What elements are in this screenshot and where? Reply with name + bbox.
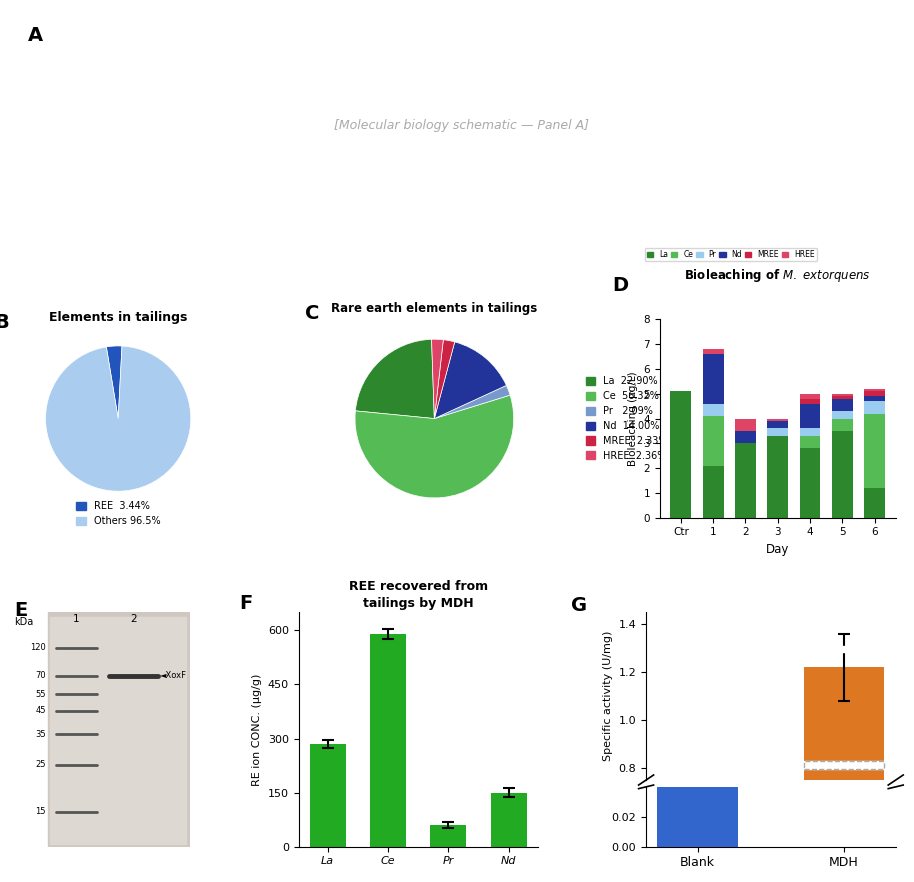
Text: F: F [239, 594, 252, 613]
Bar [767, 436, 788, 518]
Bar [370, 634, 406, 847]
Legend: La  22.90%, Ce  56.32%, Pr   2.09%, Nd  14.00%, MREE  2.33%, HREE  2.36%: La 22.90%, Ce 56.32%, Pr 2.09%, Nd 14.00… [581, 372, 672, 465]
Bar [767, 421, 788, 429]
Bar [491, 793, 526, 847]
X-axis label: Day: Day [766, 543, 790, 556]
Bar [803, 761, 885, 769]
Bar [803, 647, 885, 653]
Text: G: G [571, 595, 588, 615]
Wedge shape [46, 346, 191, 491]
Text: B: B [0, 313, 9, 333]
Bar [703, 349, 724, 354]
Text: A: A [27, 26, 43, 46]
Bar [832, 393, 853, 396]
Bar [49, 617, 186, 844]
Wedge shape [355, 395, 514, 497]
Bar [671, 392, 691, 518]
Y-axis label: Specific activity (U/mg): Specific activity (U/mg) [603, 631, 613, 761]
Bar [864, 414, 885, 488]
Bar [864, 396, 885, 401]
Title: Elements in tailings: Elements in tailings [49, 310, 187, 324]
Legend: REE  3.44%, Others 96.5%: REE 3.44%, Others 96.5% [72, 497, 165, 530]
Bar [800, 399, 821, 404]
Bar [832, 411, 853, 419]
Text: ◄XoxF: ◄XoxF [160, 671, 186, 680]
Text: 70: 70 [35, 671, 46, 680]
Text: 35: 35 [35, 729, 46, 739]
Bar [48, 612, 190, 847]
Bar [800, 448, 821, 518]
Bar [703, 354, 724, 404]
Bar [864, 389, 885, 392]
Bar [832, 396, 853, 399]
Bar [864, 392, 885, 396]
Bar [800, 429, 821, 436]
Text: 1: 1 [73, 615, 80, 624]
Title: Rare earth elements in tailings: Rare earth elements in tailings [331, 303, 537, 316]
Text: 2: 2 [130, 615, 136, 624]
Text: 25: 25 [36, 760, 46, 769]
Text: 45: 45 [36, 706, 46, 715]
Bar [310, 744, 345, 847]
Wedge shape [106, 346, 122, 419]
Bar [657, 697, 738, 847]
Y-axis label: RE ion CONC. (μg/g): RE ion CONC. (μg/g) [252, 673, 262, 786]
Bar [800, 404, 821, 429]
Bar [803, 761, 885, 769]
Bar [832, 399, 853, 411]
Bar [800, 436, 821, 448]
Bar [735, 431, 756, 444]
Bar [864, 401, 885, 414]
Bar [803, 668, 885, 882]
Text: kDa: kDa [15, 617, 34, 627]
Text: 15: 15 [36, 807, 46, 816]
Bar [703, 404, 724, 416]
Text: [Molecular biology schematic — Panel A]: [Molecular biology schematic — Panel A] [335, 119, 589, 132]
Text: 120: 120 [30, 643, 46, 652]
Bar [767, 419, 788, 421]
Bar [832, 431, 853, 518]
Wedge shape [434, 385, 510, 419]
Title: REE recovered from
tailings by MDH: REE recovered from tailings by MDH [348, 579, 488, 609]
Wedge shape [431, 340, 443, 419]
Bar [800, 393, 821, 399]
Bar [767, 429, 788, 436]
Bar [430, 825, 466, 847]
Wedge shape [434, 342, 506, 419]
Y-axis label: Bioleaching (μg/L): Bioleaching (μg/L) [628, 371, 638, 466]
Bar [703, 466, 724, 518]
Wedge shape [434, 340, 455, 419]
Legend: La, Ce, Pr, Nd, MREE, HREE: La, Ce, Pr, Nd, MREE, HREE [644, 248, 817, 261]
Text: 55: 55 [36, 690, 46, 699]
Bar [735, 419, 756, 431]
Bar [832, 419, 853, 431]
Text: C: C [305, 303, 320, 323]
Text: Bioleaching of $\mathbf{\it{M.\ extorquens}}$: Bioleaching of $\mathbf{\it{M.\ extorque… [685, 266, 871, 284]
Bar [703, 416, 724, 466]
Text: D: D [612, 276, 629, 295]
Text: E: E [15, 601, 27, 620]
Wedge shape [356, 340, 434, 419]
Bar [864, 488, 885, 518]
Bar [735, 444, 756, 518]
